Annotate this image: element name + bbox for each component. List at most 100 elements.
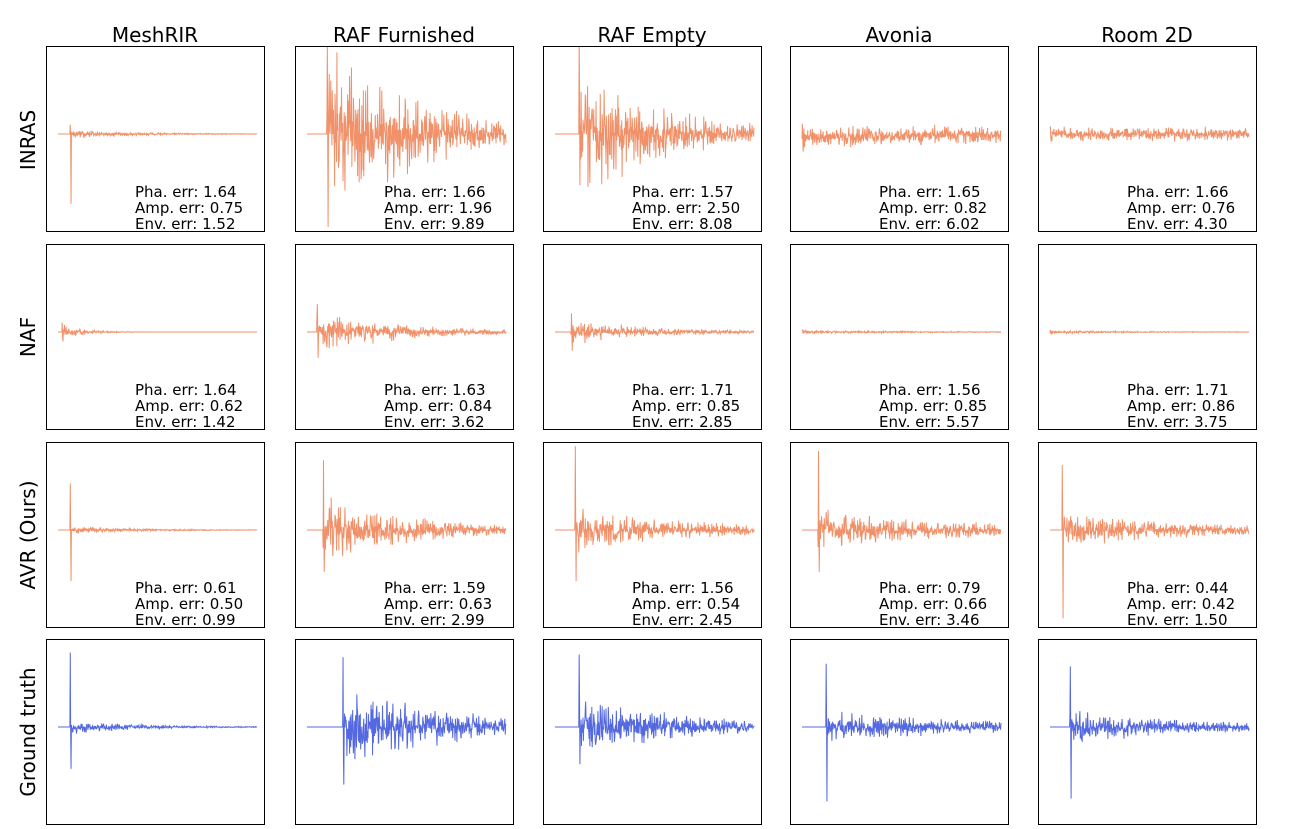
panel-frame: [1038, 244, 1257, 430]
amp-error-label: Amp. err: 0.63: [384, 595, 492, 613]
env-error-label: Env. err: 5.57: [879, 413, 980, 431]
pha-error-label: Pha. err: 0.44: [1127, 579, 1229, 597]
panel-ground-truth-raf-furnished: [295, 639, 514, 825]
amp-error-label: Amp. err: 0.86: [1127, 397, 1235, 415]
predicted-waveform-meshrir: [58, 483, 258, 582]
column-title-raf-furnished: RAF Furnished: [333, 23, 475, 47]
pha-error-label: Pha. err: 1.59: [384, 579, 486, 597]
panel-frame: [46, 244, 265, 430]
env-error-label: Env. err: 2.99: [384, 611, 485, 629]
predicted-waveform-raf-furnished: [307, 46, 507, 228]
pha-error-label: Pha. err: 1.71: [632, 381, 734, 399]
row-title-naf: NAF: [16, 317, 40, 357]
pha-error-label: Pha. err: 1.56: [632, 579, 734, 597]
ground-truth-waveform-avonia: [802, 663, 1002, 802]
panel-frame: [295, 46, 514, 232]
panel-ground-truth-meshrir: [46, 639, 265, 825]
env-error-label: Env. err: 3.75: [1127, 413, 1228, 431]
column-titles: MeshRIR RAF Furnished RAF Empty Avonia R…: [112, 23, 1193, 47]
column-title-meshrir: MeshRIR: [112, 23, 198, 47]
env-error-label: Env. err: 9.89: [384, 215, 485, 233]
panel-ground-truth-avonia: [790, 639, 1009, 825]
pha-error-label: Pha. err: 1.56: [879, 381, 981, 399]
panel-frame: [543, 244, 762, 430]
panel-frame: [790, 244, 1009, 430]
ground-truth-waveform-room-2d: [1050, 666, 1250, 799]
env-error-label: Env. err: 2.85: [632, 413, 733, 431]
panel-frame: [790, 46, 1009, 232]
panel-frame: [790, 639, 1009, 825]
env-error-label: Env. err: 0.99: [135, 611, 236, 629]
predicted-waveform-room-2d: [1049, 329, 1250, 336]
panel-frame: [295, 442, 514, 628]
env-error-label: Env. err: 8.08: [632, 215, 733, 233]
amp-error-label: Amp. err: 0.76: [1127, 199, 1235, 217]
amp-error-label: Amp. err: 2.50: [632, 199, 740, 217]
amp-error-label: Amp. err: 0.85: [879, 397, 987, 415]
column-title-room-2d: Room 2D: [1101, 23, 1192, 47]
amp-error-label: Amp. err: 0.84: [384, 397, 492, 415]
column-title-raf-empty: RAF Empty: [597, 23, 706, 47]
panel-frame: [1038, 46, 1257, 232]
amp-error-label: Amp. err: 0.54: [632, 595, 740, 613]
predicted-waveform-meshrir: [58, 124, 258, 204]
pha-error-label: Pha. err: 0.79: [879, 579, 981, 597]
row-title-ground-truth: Ground truth: [16, 667, 40, 796]
ground-truth-waveform-raf-furnished: [307, 657, 507, 785]
panel-frame: [543, 639, 762, 825]
env-error-label: Env. err: 3.62: [384, 413, 485, 431]
predicted-waveform-raf-empty: [555, 313, 755, 351]
row-titles: INRAS NAF AVR (Ours) Ground truth: [16, 110, 40, 797]
pha-error-label: Pha. err: 1.64: [135, 183, 237, 201]
column-title-avonia: Avonia: [865, 23, 932, 47]
pha-error-label: Pha. err: 1.71: [1127, 381, 1229, 399]
row-title-inras: INRAS: [16, 110, 40, 170]
amp-error-label: Amp. err: 0.50: [135, 595, 243, 613]
ground-truth-waveform-raf-empty: [555, 654, 755, 765]
pha-error-label: Pha. err: 1.63: [384, 381, 486, 399]
predicted-waveform-raf-empty: [555, 46, 755, 187]
panel-frame: [46, 46, 265, 232]
panel-frame: [295, 244, 514, 430]
pha-error-label: Pha. err: 1.66: [384, 183, 486, 201]
predicted-waveform-room-2d: [1049, 126, 1250, 143]
pha-error-label: Pha. err: 1.66: [1127, 183, 1229, 201]
amp-error-label: Amp. err: 0.66: [879, 595, 987, 613]
env-error-label: Env. err: 1.50: [1127, 611, 1228, 629]
amp-error-label: Amp. err: 0.75: [135, 199, 243, 217]
pha-error-label: Pha. err: 0.61: [135, 579, 237, 597]
env-error-label: Env. err: 3.46: [879, 611, 980, 629]
row-title-avr-ours: AVR (Ours): [16, 480, 40, 589]
amp-error-label: Amp. err: 0.82: [879, 199, 987, 217]
predicted-waveform-avonia: [802, 450, 1002, 572]
amp-error-label: Amp. err: 0.85: [632, 397, 740, 415]
panel-frame: [46, 639, 265, 825]
env-error-label: Env. err: 1.52: [135, 215, 236, 233]
pha-error-label: Pha. err: 1.64: [135, 381, 237, 399]
panel-ground-truth-raf-empty: [543, 639, 762, 825]
pha-error-label: Pha. err: 1.65: [879, 183, 981, 201]
predicted-waveform-avonia: [801, 123, 1002, 152]
predicted-waveform-raf-empty: [555, 446, 755, 582]
predicted-waveform-raf-furnished: [307, 460, 507, 572]
env-error-label: Env. err: 1.42: [135, 413, 236, 431]
predicted-waveform-raf-furnished: [307, 304, 507, 359]
panel-frame: [295, 639, 514, 825]
amp-error-label: Amp. err: 0.62: [135, 397, 243, 415]
